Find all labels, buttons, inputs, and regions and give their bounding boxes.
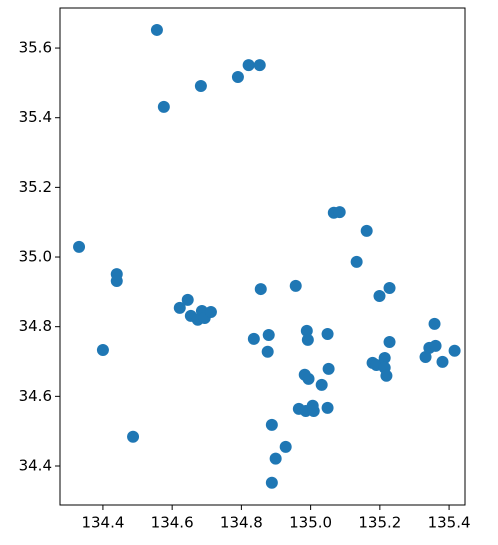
point	[204, 306, 217, 319]
point	[315, 378, 328, 391]
point	[333, 206, 346, 219]
point	[322, 362, 335, 375]
point	[301, 333, 314, 346]
x-tick-label: 135.4	[428, 514, 471, 532]
point	[321, 401, 334, 414]
point	[350, 255, 363, 268]
y-tick-label: 34.4	[19, 456, 52, 474]
y-tick-label: 35.4	[19, 108, 52, 126]
point	[157, 100, 170, 113]
point	[321, 327, 334, 340]
point	[360, 224, 373, 237]
point	[150, 23, 163, 36]
x-tick-label: 134.8	[220, 514, 263, 532]
point	[247, 332, 260, 345]
point	[265, 418, 278, 431]
y-tick-label: 35.2	[19, 178, 52, 196]
point	[73, 240, 86, 253]
point	[110, 275, 123, 288]
point	[262, 329, 275, 342]
x-tick-label: 134.6	[151, 514, 194, 532]
plot-frame	[59, 7, 466, 506]
point	[261, 345, 274, 358]
point	[265, 476, 278, 489]
point	[254, 283, 267, 296]
point	[279, 440, 292, 453]
point	[428, 317, 441, 330]
point	[181, 293, 194, 306]
point	[448, 344, 461, 357]
point	[383, 336, 396, 349]
point	[380, 369, 393, 382]
y-tick-label: 35.0	[19, 248, 52, 266]
point	[307, 404, 320, 417]
point	[429, 339, 442, 352]
point	[378, 352, 391, 365]
point	[300, 324, 313, 337]
x-tick-label: 135.0	[289, 514, 332, 532]
point	[269, 452, 282, 465]
point	[373, 290, 386, 303]
point	[231, 70, 244, 83]
point	[96, 344, 109, 357]
y-tick-label: 34.6	[19, 387, 52, 405]
point	[436, 355, 449, 368]
point	[419, 350, 432, 363]
y-tick-label: 34.8	[19, 317, 52, 335]
point	[383, 282, 396, 295]
point	[253, 59, 266, 72]
point	[127, 430, 140, 443]
x-tick-label: 135.2	[358, 514, 401, 532]
x-tick-label: 134.4	[81, 514, 124, 532]
point	[302, 372, 315, 385]
y-tick-label: 35.6	[19, 39, 52, 57]
point	[194, 80, 207, 93]
point	[289, 279, 302, 292]
point	[242, 59, 255, 72]
point	[173, 301, 186, 314]
